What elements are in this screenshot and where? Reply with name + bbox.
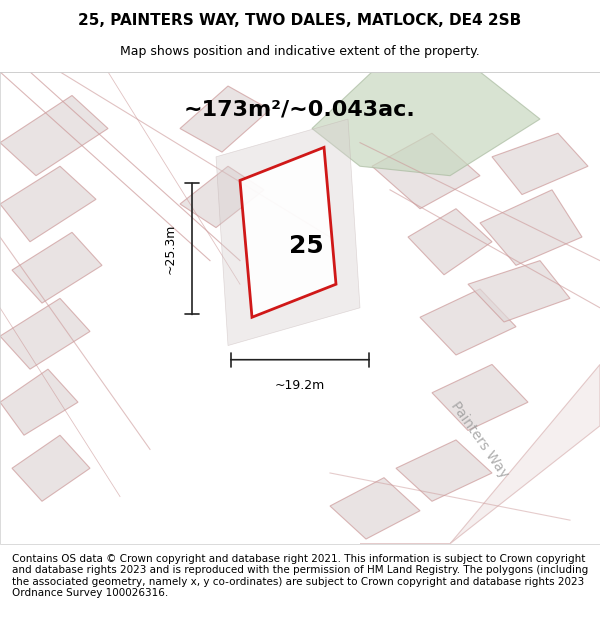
Polygon shape: [396, 440, 492, 501]
Text: 25, PAINTERS WAY, TWO DALES, MATLOCK, DE4 2SB: 25, PAINTERS WAY, TWO DALES, MATLOCK, DE…: [79, 12, 521, 28]
Polygon shape: [330, 478, 420, 539]
Text: ~25.3m: ~25.3m: [164, 224, 177, 274]
Polygon shape: [0, 369, 78, 435]
Polygon shape: [180, 86, 270, 152]
Text: ~19.2m: ~19.2m: [275, 379, 325, 392]
Text: ~173m²/~0.043ac.: ~173m²/~0.043ac.: [184, 99, 416, 119]
Polygon shape: [432, 364, 528, 431]
Polygon shape: [372, 133, 480, 209]
Text: Painters Way: Painters Way: [448, 399, 512, 481]
Polygon shape: [240, 148, 336, 318]
Polygon shape: [0, 166, 96, 242]
Polygon shape: [312, 72, 540, 176]
Polygon shape: [12, 435, 90, 501]
Polygon shape: [492, 133, 588, 194]
Polygon shape: [12, 232, 102, 303]
Polygon shape: [216, 119, 360, 346]
Polygon shape: [480, 190, 582, 266]
Polygon shape: [0, 96, 108, 176]
Text: Map shows position and indicative extent of the property.: Map shows position and indicative extent…: [120, 45, 480, 58]
Polygon shape: [180, 166, 264, 228]
Polygon shape: [408, 209, 492, 275]
Polygon shape: [420, 289, 516, 355]
Polygon shape: [468, 261, 570, 322]
Text: Contains OS data © Crown copyright and database right 2021. This information is : Contains OS data © Crown copyright and d…: [12, 554, 588, 598]
Polygon shape: [360, 364, 600, 544]
Text: 25: 25: [289, 234, 323, 259]
Polygon shape: [0, 298, 90, 369]
